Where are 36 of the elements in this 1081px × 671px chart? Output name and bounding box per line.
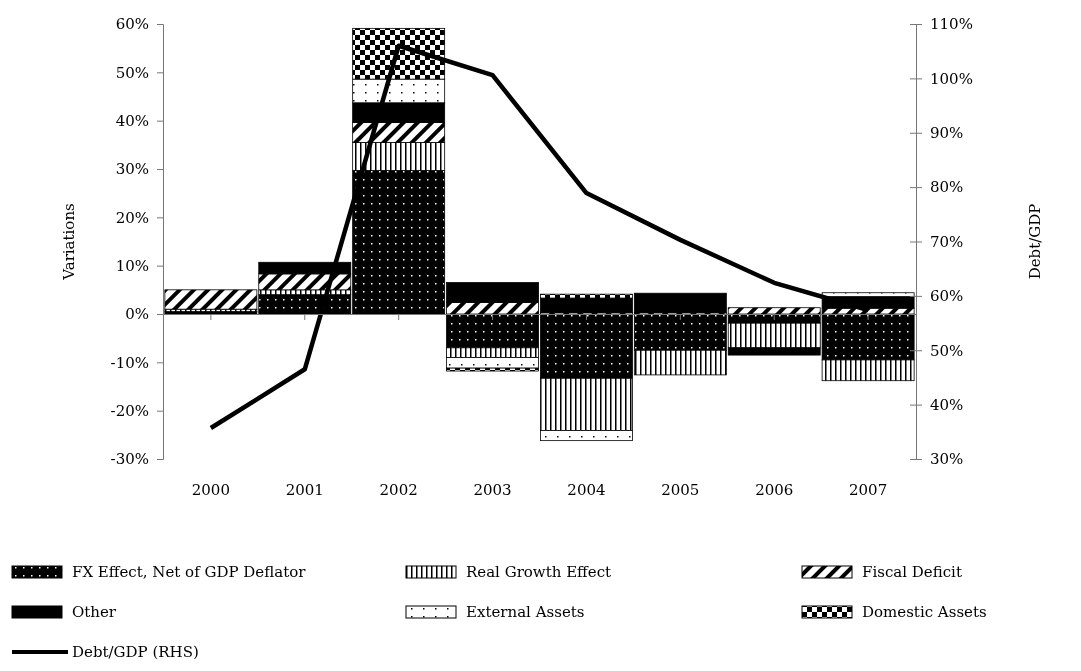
y-tick-label: 10% (115, 256, 149, 275)
y-tick-label: 30% (115, 160, 149, 179)
y-tick-label: 0% (125, 305, 149, 324)
y2-tick-label: 30% (930, 450, 964, 469)
y2-tick-label: 70% (930, 232, 964, 251)
x-tick-label: 2000 (191, 481, 230, 499)
x-tick-label: 2002 (379, 481, 418, 499)
x-tick-label: 2001 (285, 481, 324, 499)
y2-tick-label: 50% (930, 341, 964, 360)
x-tick-label: 2003 (473, 481, 512, 499)
legend-label: Debt/GDP (RHS) (72, 643, 199, 661)
y-tick-label: -20% (110, 401, 149, 420)
y-tick-label: 50% (115, 63, 149, 82)
y-tick-label: 40% (115, 111, 149, 130)
y2-tick-label: 60% (930, 287, 964, 306)
legend-label: Domestic Assets (862, 603, 987, 621)
y-tick-label: 60% (115, 15, 149, 34)
y2-tick-label: 110% (930, 15, 973, 34)
y2-tick-label: 100% (930, 69, 973, 88)
legend-label: Other (72, 603, 117, 621)
x-tick-label: 2005 (661, 481, 700, 499)
y2-tick-label: 80% (930, 178, 964, 197)
legend-label: External Assets (466, 603, 585, 621)
legend-label: FX Effect, Net of GDP Deflator (72, 563, 307, 581)
x-tick-label: 2004 (567, 481, 606, 499)
x-tick-label: 2007 (849, 481, 888, 499)
legend-label: Fiscal Deficit (862, 563, 962, 581)
y2-tick-label: 40% (930, 395, 964, 414)
y-tick-label: -10% (110, 353, 149, 372)
y2-axis-title: Debt/GDP (1026, 203, 1044, 280)
x-tick-label: 2006 (755, 481, 794, 499)
y-tick-label: 20% (115, 208, 149, 227)
y-tick-label: -30% (110, 450, 149, 469)
y-axis-title: Variations (60, 203, 78, 281)
legend-label: Real Growth Effect (466, 563, 612, 581)
y2-tick-label: 90% (930, 124, 964, 143)
